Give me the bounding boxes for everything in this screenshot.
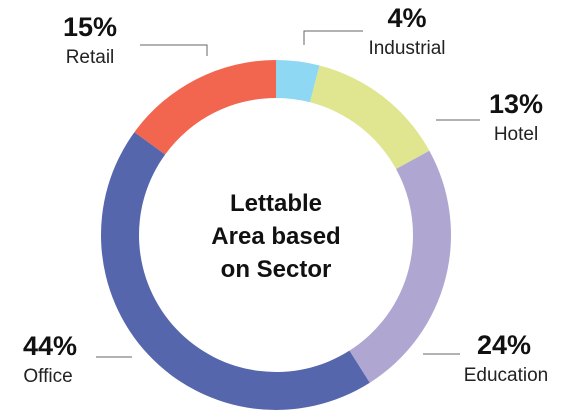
center-title-line-1: Lettable (230, 190, 322, 217)
center-title-line-2: Area based (211, 223, 340, 250)
category-label-industrial: Industrial (368, 38, 445, 59)
slice-education (349, 150, 451, 383)
leader-line-industrial (303, 30, 363, 45)
value-label-education: 24% (477, 330, 531, 360)
category-label-retail: Retail (66, 47, 115, 68)
value-label-office: 44% (23, 331, 77, 361)
label-retail: 15% Retail (63, 12, 208, 68)
label-education: 24% Education (423, 330, 548, 386)
category-label-hotel: Hotel (494, 124, 538, 145)
slice-office (100, 132, 370, 410)
donut-slices (100, 60, 451, 410)
category-label-office: Office (23, 366, 72, 387)
slice-hotel (310, 65, 430, 169)
slice-industrial (276, 60, 320, 103)
value-label-industrial: 4% (387, 3, 426, 33)
center-title: Lettable Area based on Sector (211, 190, 340, 283)
label-office: 44% Office (23, 331, 132, 387)
label-industrial: 4% Industrial (303, 3, 446, 59)
label-hotel: 13% Hotel (436, 89, 543, 145)
value-label-retail: 15% (63, 12, 117, 42)
slice-retail (134, 60, 276, 155)
center-title-line-3: on Sector (221, 256, 332, 283)
category-label-education: Education (464, 365, 549, 386)
leader-line-retail (140, 44, 208, 56)
value-label-hotel: 13% (489, 89, 543, 119)
